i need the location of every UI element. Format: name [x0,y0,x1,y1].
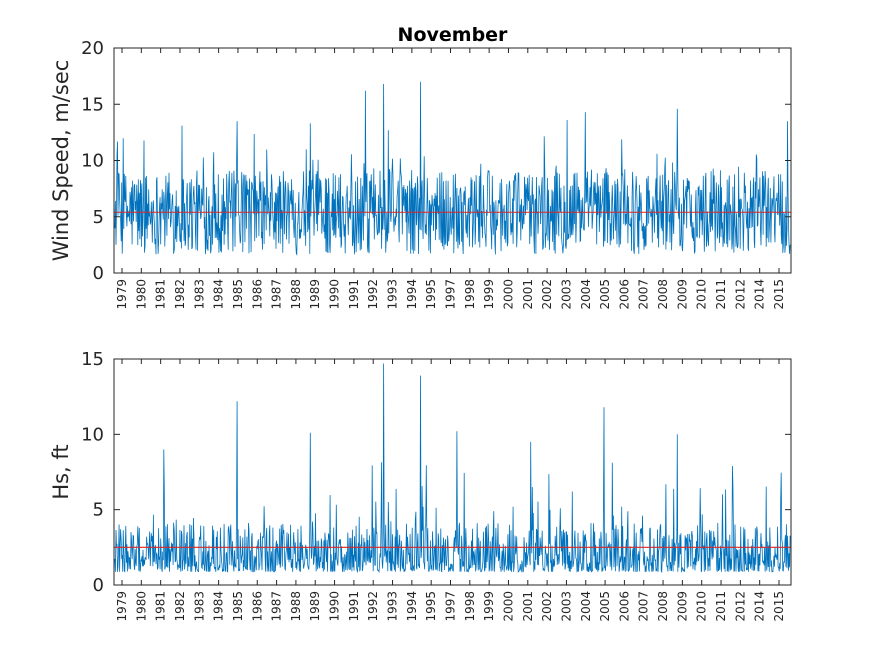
x-tick-label: 2001 [521,279,535,310]
x-tick-label: 2012 [733,279,747,310]
chart-panel-1: November Wind Speed, m/sec 0 5 10 15 20 1979 198… [49,24,792,310]
x-tick-label: 2003 [559,591,573,622]
x-tick-label: 2014 [753,279,767,310]
x-tick-label: 1993 [386,591,400,622]
y-tick-label: 15 [81,349,104,370]
x-tick-label: 1990 [328,279,342,310]
x-tick-label: 1989 [308,279,322,310]
y-tick-label: 0 [93,263,104,284]
x-tick-label: 2011 [714,279,728,310]
x-tick-label: 1995 [424,279,438,310]
x-tick-label: 2009 [675,279,689,310]
x-tick-label: 1983 [192,591,206,622]
x-tick-label: 2010 [695,591,709,622]
x-tick-label: 1981 [154,591,168,622]
x-tick-label: 1985 [231,591,245,622]
x-tick-label: 1988 [289,591,303,622]
x-tick-label: 2011 [714,591,728,622]
y-tick-label: 10 [81,151,104,172]
x-tick-label: 1986 [250,279,264,310]
x-tick-label: 2014 [753,591,767,622]
x-tick-label: 2000 [501,279,515,310]
data-series-line [114,363,791,574]
x-tick-label: 1982 [173,591,187,622]
x-tick-label: 2008 [656,279,670,310]
x-tick-label: 1987 [270,591,284,622]
x-tick-label: 2015 [772,591,786,622]
x-tick-label: 1997 [444,279,458,310]
x-tick-label: 1997 [444,591,458,622]
x-tick-label: 1983 [192,279,206,310]
y-tick-label: 10 [81,424,104,445]
x-tick-label: 2005 [598,591,612,622]
x-tick-label: 1992 [366,591,380,622]
x-tick-label: 1998 [463,279,477,310]
x-tick-label: 2002 [540,279,554,310]
x-tick-label: 1989 [308,591,322,622]
x-tick-label: 1980 [134,279,148,310]
x-tick-label: 2012 [733,591,747,622]
x-tick-label: 2001 [521,591,535,622]
x-tick-label: 1995 [424,591,438,622]
x-tick-label: 1986 [250,591,264,622]
x-tick-label: 1994 [405,279,419,310]
x-tick-label: 1984 [212,279,226,310]
y-axis-label: Wind Speed, m/sec [49,60,73,262]
x-tick-label: 1994 [405,591,419,622]
x-tick-label: 1988 [289,279,303,310]
x-tick-label: 1998 [463,591,477,622]
x-tick-label: 1979 [115,279,129,310]
x-tick-label: 1999 [482,591,496,622]
x-tick-label: 2007 [637,279,651,310]
x-tick-label: 2004 [579,591,593,622]
x-tick-label: 1999 [482,279,496,310]
x-tick-label: 1992 [366,279,380,310]
x-tick-label: 1991 [347,591,361,622]
x-tick-label: 1990 [328,591,342,622]
x-tick-label: 2015 [772,279,786,310]
x-tick-label: 2008 [656,591,670,622]
y-axis-label: Hs, ft [49,444,73,499]
y-tick-label: 5 [93,207,104,228]
chart-panel-2: Hs, ft 0 5 10 15 1979 1980 1981 1982 1983 1984 1985… [49,349,792,622]
x-tick-label: 2003 [559,279,573,310]
x-tick-label: 1981 [154,279,168,310]
x-tick-label: 1991 [347,279,361,310]
x-tick-label: 2009 [675,591,689,622]
x-tick-label: 2006 [617,591,631,622]
x-tick-label: 2006 [617,279,631,310]
x-tick-label: 1979 [115,591,129,622]
x-tick-label: 1982 [173,279,187,310]
data-series-line [114,81,791,256]
y-tick-label: 15 [81,94,104,115]
y-tick-label: 20 [81,38,104,59]
y-tick-label: 0 [93,575,104,596]
x-tick-label: 2000 [501,591,515,622]
x-tick-label: 2010 [695,279,709,310]
x-tick-label: 2004 [579,279,593,310]
x-tick-label: 2002 [540,591,554,622]
x-tick-label: 1985 [231,279,245,310]
x-tick-label: 1980 [134,591,148,622]
x-tick-label: 1984 [212,591,226,622]
x-tick-label: 1987 [270,279,284,310]
x-tick-label: 1993 [386,279,400,310]
chart-title: November [398,24,509,46]
x-tick-label: 2005 [598,279,612,310]
axes-box [113,358,792,586]
x-tick-label: 2007 [637,591,651,622]
y-tick-label: 5 [93,500,104,521]
